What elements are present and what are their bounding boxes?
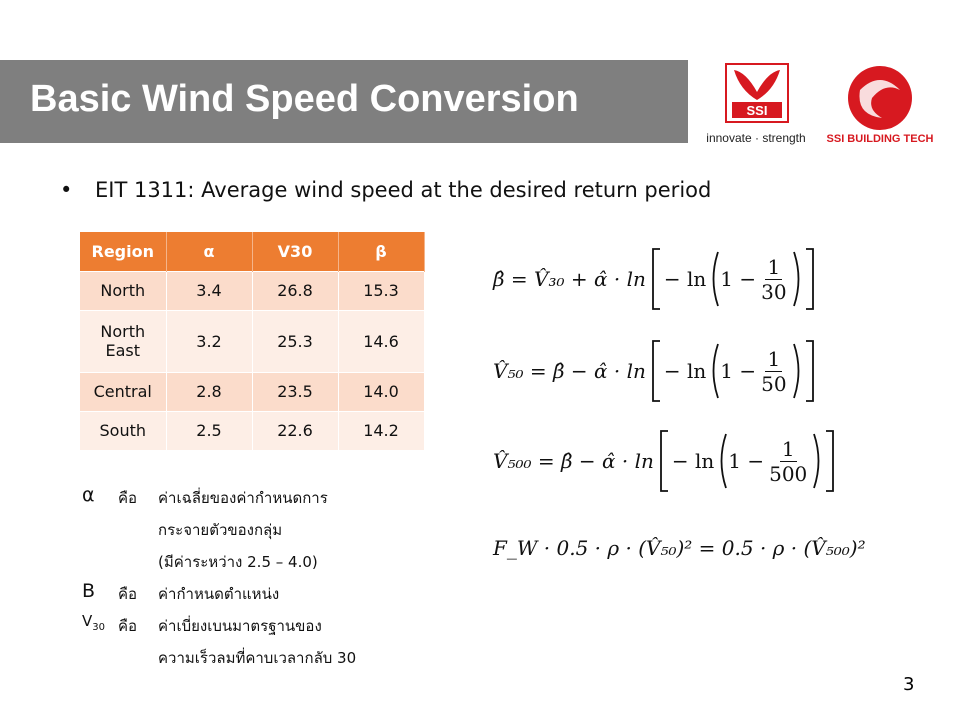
table-cell: 15.3 xyxy=(338,270,425,310)
def-is: คือ xyxy=(118,489,138,507)
table-cell: 14.2 xyxy=(338,410,425,450)
bracket-close-stroke xyxy=(826,430,835,492)
numerator: 1 xyxy=(779,436,797,462)
logo-leaf xyxy=(734,70,780,100)
bracket-open xyxy=(659,430,668,492)
table-cell: North East xyxy=(80,309,167,372)
paren-open xyxy=(712,343,720,399)
eq-lhs: β̂ = V̂₃₀ + α̂ · ln xyxy=(493,267,646,291)
table-cell: 3.4 xyxy=(166,270,253,310)
header-cell: Region xyxy=(80,232,167,271)
equation: β̂ = V̂₃₀ + α̂ · ln − ln 1 −1 30 xyxy=(493,248,816,310)
fraction: 1 500 xyxy=(767,437,809,486)
def-line: ค่าเบี่ยงเบนมาตรฐานของ xyxy=(158,617,322,635)
paren-open-stroke xyxy=(712,251,720,307)
region-table: Region α V30 β North 3.4 26.8 15.3 North East 3.2… xyxy=(80,232,425,450)
eq-inner: − ln xyxy=(663,267,707,291)
table-cell: 2.5 xyxy=(166,410,253,450)
paren-close-stroke xyxy=(813,433,820,489)
header-cell: β xyxy=(338,232,425,271)
table-cell: 14.6 xyxy=(338,309,425,372)
paren-open xyxy=(720,433,728,489)
table-row: South 2.5 22.6 14.2 xyxy=(80,410,425,450)
fraction: 1 50 xyxy=(759,347,788,396)
table-header: Region α V30 β xyxy=(80,232,425,271)
table-cell: 23.5 xyxy=(252,371,339,411)
bullet-dot: • xyxy=(60,178,73,202)
paren-open-stroke xyxy=(720,433,728,489)
title: Basic Wind Speed Conversion xyxy=(30,78,579,120)
eq-one: 1 − xyxy=(720,359,757,383)
eq-one: 1 − xyxy=(728,449,765,473)
logo-band xyxy=(732,102,782,118)
bracket-open-stroke xyxy=(651,340,660,402)
logos: SSI innovate · strength SSI BUILDING TEC… xyxy=(706,63,934,145)
table-cell: North xyxy=(80,270,167,310)
paren-open-stroke xyxy=(712,343,720,399)
bracket-open-stroke xyxy=(659,430,668,492)
table-cell: 2.8 xyxy=(166,371,253,411)
eq-inner: − ln xyxy=(663,359,707,383)
def-line: ความเร็วลมที่คาบเวลากลับ 30 xyxy=(158,649,357,667)
fraction: 1 30 xyxy=(759,255,788,304)
bullet-text: EIT 1311: Average wind speed at the desi… xyxy=(95,178,712,202)
denominator: 500 xyxy=(769,461,808,486)
bracket-open-stroke xyxy=(651,248,660,310)
final-equation: F_W · 0.5 · ρ · (V̂₅₀)² = 0.5 · ρ · (V̂₅… xyxy=(493,536,866,560)
table-cell: 3.2 xyxy=(166,309,253,372)
paren-open xyxy=(712,251,720,307)
title-bar xyxy=(0,60,688,143)
eq-lhs: V̂₅₀ = β̂ − α̂ · ln xyxy=(493,359,646,383)
bracket-close xyxy=(826,430,835,492)
logo-name: SSI BUILDING TECH xyxy=(827,133,934,145)
def-symbol: V30 xyxy=(82,612,105,633)
header-cell: V30 xyxy=(252,232,339,271)
def-line: ค่าเฉลี่ยของค่ากำหนดการ xyxy=(158,489,328,507)
bracket-close xyxy=(805,340,814,402)
denominator: 30 xyxy=(761,279,787,304)
eq-inner: − ln xyxy=(671,449,715,473)
paren-close-stroke xyxy=(792,251,799,307)
eq-one: 1 − xyxy=(720,267,757,291)
equation: V̂₅₀₀ = β̂ − α̂ · ln − ln 1 −1 500 xyxy=(493,430,836,492)
bracket-close xyxy=(805,248,814,310)
equation: V̂₅₀ = β̂ − α̂ · ln − ln 1 −1 50 xyxy=(493,340,816,402)
def-symbol: α xyxy=(82,484,95,506)
table-row: North 3.4 26.8 15.3 xyxy=(80,270,425,310)
logo-circle xyxy=(848,66,912,130)
def-subscript: 30 xyxy=(92,622,105,633)
table-row: Central 2.8 23.5 14.0 xyxy=(80,371,425,411)
bracket-close-stroke xyxy=(805,340,814,402)
logo-tagline: innovate · strength xyxy=(706,131,805,145)
bracket-open xyxy=(651,340,660,402)
logo-mark: SSI xyxy=(747,103,768,118)
denominator: 50 xyxy=(761,371,787,396)
numerator: 1 xyxy=(765,346,783,372)
page-number: 3 xyxy=(903,674,915,695)
logo-swirl xyxy=(859,80,900,118)
paren-close xyxy=(792,343,799,399)
table-cell: 26.8 xyxy=(252,270,339,310)
paren-close xyxy=(792,251,799,307)
def-is: คือ xyxy=(118,585,138,603)
bracket-open xyxy=(651,248,660,310)
numerator: 1 xyxy=(765,254,783,280)
table-cell: 14.0 xyxy=(338,371,425,411)
eq-lhs: V̂₅₀₀ = β̂ − α̂ · ln xyxy=(493,449,654,473)
table-cell: Central xyxy=(80,371,167,411)
def-line: กระจายตัวของกลุ่ม xyxy=(158,521,283,539)
def-line: ค่ากำหนดตำแหน่ง xyxy=(158,585,280,603)
paren-close-stroke xyxy=(792,343,799,399)
table-cell: South xyxy=(80,410,167,450)
def-is: คือ xyxy=(118,617,138,635)
table-cell: 22.6 xyxy=(252,410,339,450)
paren-close xyxy=(813,433,820,489)
table-cell: 25.3 xyxy=(252,309,339,372)
bracket-close-stroke xyxy=(805,248,814,310)
header-cell: α xyxy=(166,232,253,271)
table-row: North East 3.2 25.3 14.6 xyxy=(80,309,425,372)
def-line: (มีค่าระหว่าง 2.5 – 4.0) xyxy=(158,553,318,571)
def-symbol: B xyxy=(82,580,96,602)
